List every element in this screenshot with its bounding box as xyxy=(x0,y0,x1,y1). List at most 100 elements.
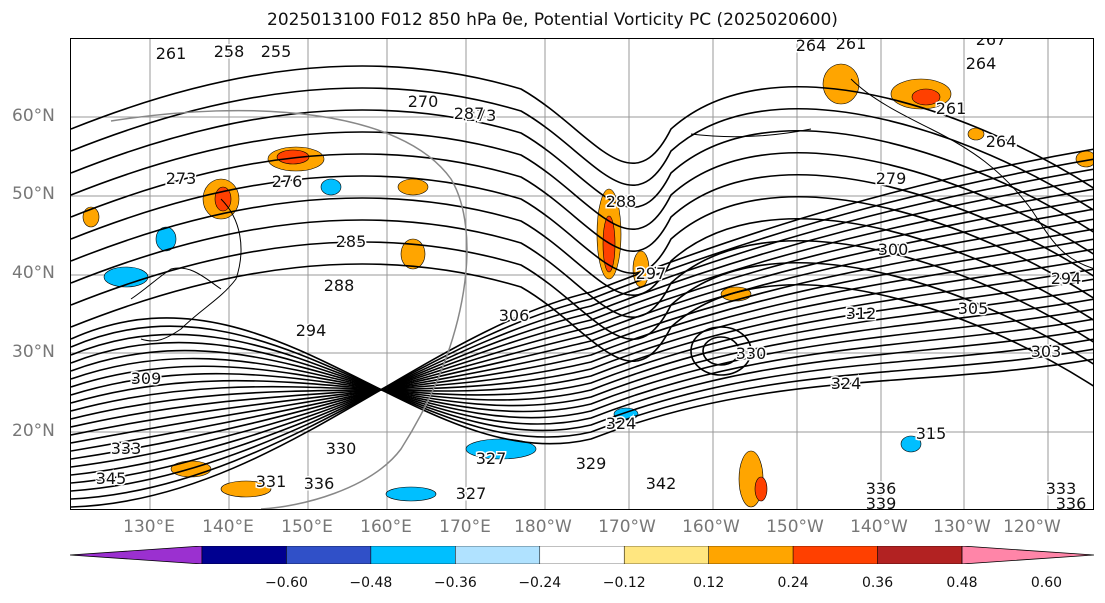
contour-label: 264 xyxy=(986,132,1017,151)
lon-label-160w: 160°W xyxy=(682,517,740,537)
colorbar-segment xyxy=(370,546,456,564)
contour-label: 329 xyxy=(576,454,607,473)
theta-e-contour xyxy=(71,268,1093,412)
lon-label-160e: 160°E xyxy=(360,517,412,537)
theta-e-contour xyxy=(71,178,1093,484)
theta-e-contours xyxy=(71,65,1093,508)
contour-label: 306 xyxy=(499,306,530,325)
lat-label-50n: 50°N xyxy=(12,184,55,204)
contour-label: 345 xyxy=(96,469,127,488)
contour-label: 264 xyxy=(796,39,827,55)
contour-label: 261 xyxy=(156,44,187,63)
contour-label: 297 xyxy=(636,264,667,283)
contour-label: 276 xyxy=(272,172,303,191)
contour-label: 258 xyxy=(214,42,245,61)
theta-e-contour xyxy=(71,208,1093,460)
theta-e-contour xyxy=(71,228,1093,444)
pv-anomaly-patch xyxy=(220,480,272,498)
colorbar-tick-label: 0.48 xyxy=(946,575,978,591)
lon-label-130w: 130°W xyxy=(933,517,991,537)
theta-e-contour xyxy=(71,218,1093,452)
colorbar-extend-high xyxy=(961,546,1094,564)
colorbar-segment xyxy=(623,546,709,564)
theta-e-contour xyxy=(71,219,1093,343)
pv-anomaly-patch xyxy=(400,238,426,270)
contour-label: 330 xyxy=(736,344,767,363)
colorbar-tick-label: −0.24 xyxy=(518,575,562,591)
contour-label: 336 xyxy=(304,474,335,493)
contour-label: 327 xyxy=(456,484,487,503)
colorbar-segment xyxy=(792,546,878,564)
contour-label: 300 xyxy=(878,240,909,259)
theta-e-contour xyxy=(71,65,1093,189)
contour-label: 327 xyxy=(476,449,507,468)
theta-e-contour xyxy=(71,197,1093,321)
theta-e-contour xyxy=(71,248,1093,428)
colorbar-tick-label: 0.12 xyxy=(693,575,725,591)
theta-e-contour xyxy=(71,325,1093,438)
theta-e-contour xyxy=(71,198,1093,468)
lat-label-40n: 40°N xyxy=(12,263,55,283)
theta-e-contour xyxy=(71,278,1093,404)
pv-anomaly-patch xyxy=(155,226,177,252)
contour-label: 336 xyxy=(1056,494,1087,510)
theta-e-contour xyxy=(71,333,1093,432)
coastline xyxy=(130,267,222,300)
pv-anomaly-patch xyxy=(822,63,860,105)
lon-label-180w: 180°W xyxy=(514,517,572,537)
lon-label-170e: 170°E xyxy=(439,517,491,537)
contour-label: 339 xyxy=(866,494,897,510)
colorbar-segment xyxy=(539,546,625,564)
contour-label: 294 xyxy=(296,321,327,340)
theta-e-contour xyxy=(71,153,1093,277)
contour-label: 336 xyxy=(866,479,897,498)
contour-label: 279 xyxy=(876,169,907,188)
colorbar-extend-low xyxy=(70,546,203,564)
theta-e-contour xyxy=(71,158,1093,500)
theta-e-contour xyxy=(71,148,1093,508)
theta-e-contour xyxy=(71,318,1093,419)
contour-label: 273 xyxy=(166,169,197,188)
pv-anomaly-patch xyxy=(82,206,100,228)
lat-label-60n: 60°N xyxy=(12,106,55,126)
pv-anomaly-patch xyxy=(465,438,537,460)
pv-anomaly-patch xyxy=(911,88,941,106)
contour-label: 288 xyxy=(606,192,637,211)
contour-label: 305 xyxy=(958,299,989,318)
lat-label-30n: 30°N xyxy=(12,342,55,362)
lon-label-140e: 140°E xyxy=(202,517,254,537)
theta-e-contour xyxy=(71,258,1093,420)
contour-label: 273 xyxy=(466,106,497,125)
theta-e-contour xyxy=(71,317,1093,445)
pv-anomaly-patch xyxy=(602,215,616,273)
theta-e-closed-contour xyxy=(702,336,740,366)
contour-label: 255 xyxy=(261,42,292,61)
colorbar-tick-label: −0.36 xyxy=(433,575,477,591)
contour-label: 312 xyxy=(846,304,877,323)
contour-label: 261 xyxy=(936,99,967,118)
contour-label: 309 xyxy=(131,369,162,388)
theta-e-contour xyxy=(71,263,1093,387)
lon-label-150w: 150°W xyxy=(766,517,824,537)
colorbar-tick-label: −0.12 xyxy=(602,575,646,591)
contour-label: 331 xyxy=(256,472,287,491)
contour-label: 267 xyxy=(976,39,1007,49)
theta-e-contour xyxy=(71,328,1093,425)
colorbar-segment xyxy=(286,546,372,564)
pv-anomaly-patch xyxy=(320,178,342,196)
lon-label-140w: 140°W xyxy=(850,517,908,537)
map-panel: 261 258 255 264 267 261 264 261 270 273 287 273 276 2… xyxy=(70,38,1094,510)
projection-boundary-arc xyxy=(110,109,468,509)
lon-label-120w: 120°W xyxy=(1003,517,1061,537)
theta-e-contour xyxy=(71,175,1093,299)
pv-anomaly-patch xyxy=(385,486,437,502)
contour-label: 285 xyxy=(336,232,367,251)
theta-e-contour xyxy=(71,168,1093,492)
contour-label: 287 xyxy=(454,104,485,123)
lon-label-170w: 170°W xyxy=(598,517,656,537)
theta-e-contour xyxy=(71,298,1093,407)
theta-e-contour xyxy=(71,109,1093,233)
theta-e-contour xyxy=(71,238,1093,436)
